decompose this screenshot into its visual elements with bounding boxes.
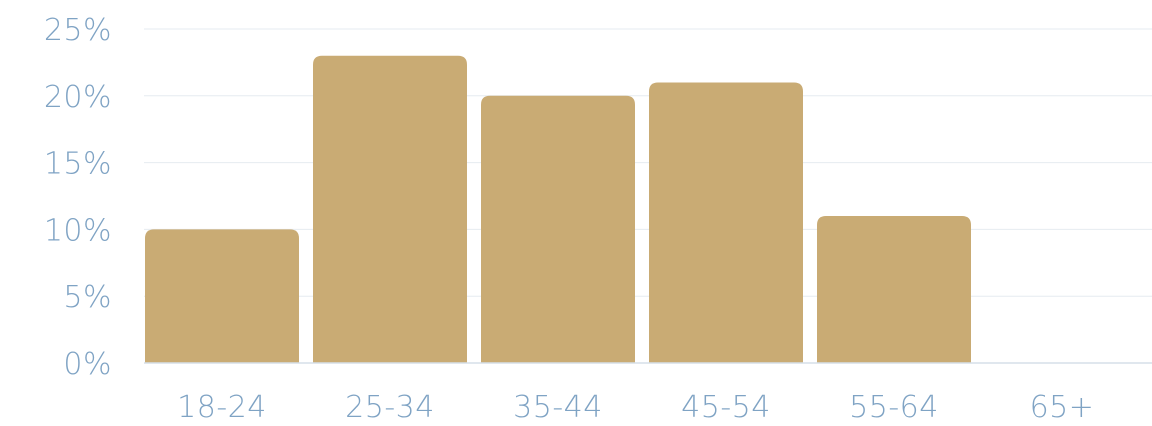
y-tick-label: 25% <box>44 13 112 48</box>
bar-35-44 <box>481 95 635 364</box>
bar-18-24 <box>145 229 299 363</box>
y-tick-label: 20% <box>44 80 112 115</box>
y-tick-label: 5% <box>63 280 112 315</box>
x-axis-tick-labels: 18-24 25-34 35-44 45-54 55-64 65+ <box>177 390 1094 425</box>
x-tick-label: 35-44 <box>513 390 603 425</box>
bar-25-34 <box>313 55 467 363</box>
y-tick-label: 0% <box>63 347 112 382</box>
x-tick-label: 65+ <box>1030 390 1095 425</box>
bar-55-64 <box>817 216 971 363</box>
x-tick-label: 45-54 <box>681 390 771 425</box>
y-tick-label: 10% <box>44 213 112 248</box>
x-tick-label: 18-24 <box>177 390 267 425</box>
y-tick-label: 15% <box>44 147 112 182</box>
x-tick-label: 25-34 <box>345 390 435 425</box>
bar-45-54 <box>649 82 803 363</box>
gridlines <box>144 28 1152 297</box>
bars <box>145 55 971 364</box>
x-tick-label: 55-64 <box>849 390 939 425</box>
y-axis-tick-labels: 0% 5% 10% 15% 20% 25% <box>44 13 112 382</box>
